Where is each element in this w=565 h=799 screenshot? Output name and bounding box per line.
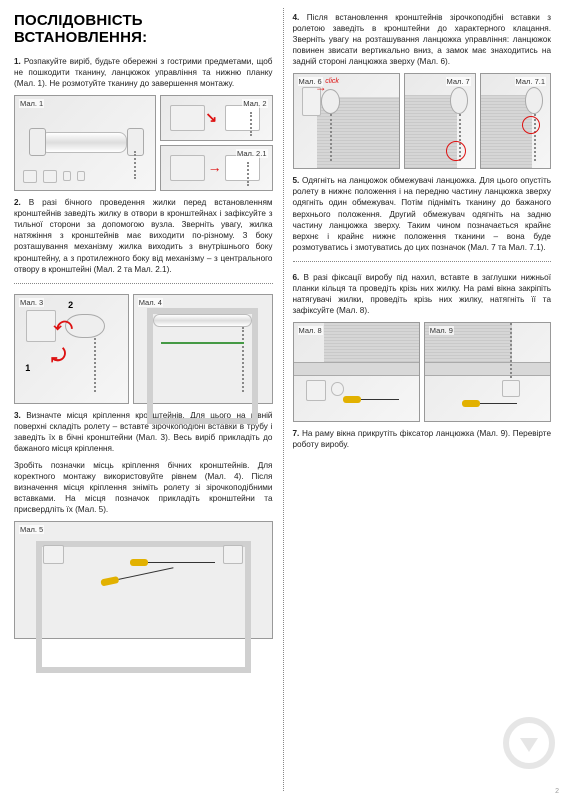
- step-1-num: 1.: [14, 57, 21, 66]
- figure-8: Мал. 8: [293, 322, 420, 422]
- fig-row-3: Мал. 5: [14, 521, 273, 639]
- step-1-text: 1. Розпакуйте виріб, будьте обережні з г…: [14, 56, 273, 89]
- figure-7-label: Мал. 7: [446, 77, 471, 86]
- figure-7-1-art: [481, 74, 550, 168]
- figure-3-label: Мал. 3: [19, 298, 44, 307]
- figure-8-label: Мал. 8: [298, 326, 323, 335]
- figure-9-art: [425, 323, 550, 421]
- step-5-num: 5.: [293, 176, 300, 185]
- figure-5: Мал. 5: [14, 521, 273, 639]
- figure-8-art: [294, 323, 419, 421]
- step-7-num: 7.: [293, 429, 300, 438]
- figure-2-stack: Мал. 2 ↘ Мал. 2.1 →: [160, 95, 272, 191]
- figure-1-label: Мал. 1: [19, 99, 44, 108]
- step-6-num: 6.: [293, 273, 300, 282]
- step-4-body: Після встановлення кронштейнів зірочкопо…: [293, 13, 552, 66]
- figure-1-art: [15, 96, 155, 190]
- step-3-text-b: Зробіть позначки місць кріплення бічних …: [14, 460, 273, 515]
- callout-2: 2: [65, 299, 77, 311]
- figure-6-label: Мал. 6: [298, 77, 323, 86]
- figure-4: Мал. 4: [133, 294, 273, 404]
- step-6-text: 6. В разі фіксації виробу під нахил, вст…: [293, 272, 552, 316]
- figure-7: Мал. 7: [404, 73, 475, 169]
- figure-2-1-label: Мал. 2.1: [236, 149, 267, 158]
- page-number: 2: [555, 788, 559, 795]
- watermark-icon: [503, 717, 555, 769]
- figure-3-art: ⤺ ⤾ 2 1: [15, 295, 128, 403]
- step-5-body: Одягніть на ланцюжок обмежувачі ланцюжка…: [293, 176, 552, 251]
- fig-row-2: Мал. 3 ⤺ ⤾ 2 1 Мал. 4: [14, 294, 273, 404]
- figure-2: Мал. 2 ↘: [160, 95, 272, 141]
- fig-row-5: Мал. 8 Мал. 9: [293, 322, 552, 422]
- figure-4-art: [134, 295, 272, 403]
- figure-5-art: [15, 522, 272, 638]
- fig-row-1: Мал. 1 Мал. 2: [14, 95, 273, 191]
- figure-9: Мал. 9: [424, 322, 551, 422]
- step-7-body: На раму вікна прикрутіть фіксатор ланцюж…: [293, 429, 552, 449]
- figure-6-art: → click: [294, 74, 400, 168]
- fig-row-4: Мал. 6 → click Мал. 7: [293, 73, 552, 169]
- right-column: 4. Після встановлення кронштейнів зірочк…: [283, 0, 565, 799]
- figure-4-label: Мал. 4: [138, 298, 163, 307]
- step-4-num: 4.: [293, 13, 300, 22]
- figure-2-label: Мал. 2: [242, 99, 267, 108]
- step-2-body: В разі бічного проведення жилки перед вс…: [14, 198, 273, 273]
- step-3-num: 3.: [14, 411, 21, 420]
- step-5-text: 5. Одягніть на ланцюжок обмежувачі ланцю…: [293, 175, 552, 252]
- figure-7-1: Мал. 7.1: [480, 73, 551, 169]
- figure-7-1-label: Мал. 7.1: [515, 77, 546, 86]
- step-2-num: 2.: [14, 198, 21, 207]
- callout-1: 1: [22, 362, 34, 374]
- step-7-text: 7. На раму вікна прикрутіть фіксатор лан…: [293, 428, 552, 450]
- figure-6: Мал. 6 → click: [293, 73, 401, 169]
- right-divider-1: [293, 261, 552, 262]
- step-6-body: В разі фіксації виробу під нахил, вставт…: [293, 273, 552, 315]
- step-1-body: Розпакуйте виріб, будьте обережні з гост…: [14, 57, 273, 88]
- page-title: ПОСЛІДОВНІСТЬ ВСТАНОВЛЕННЯ:: [14, 12, 273, 46]
- figure-3: Мал. 3 ⤺ ⤾ 2 1: [14, 294, 129, 404]
- left-divider-1: [14, 283, 273, 284]
- figure-9-label: Мал. 9: [429, 326, 454, 335]
- step-4-text: 4. Після встановлення кронштейнів зірочк…: [293, 12, 552, 67]
- page-root: ПОСЛІДОВНІСТЬ ВСТАНОВЛЕННЯ: 1. Розпакуйт…: [0, 0, 565, 799]
- left-column: ПОСЛІДОВНІСТЬ ВСТАНОВЛЕННЯ: 1. Розпакуйт…: [0, 0, 283, 799]
- figure-2-1: Мал. 2.1 →: [160, 145, 272, 191]
- step-2-text: 2. В разі бічного проведення жилки перед…: [14, 197, 273, 274]
- figure-1: Мал. 1: [14, 95, 156, 191]
- figure-5-label: Мал. 5: [19, 525, 44, 534]
- click-label: click: [325, 78, 339, 85]
- figure-7-art: [405, 74, 474, 168]
